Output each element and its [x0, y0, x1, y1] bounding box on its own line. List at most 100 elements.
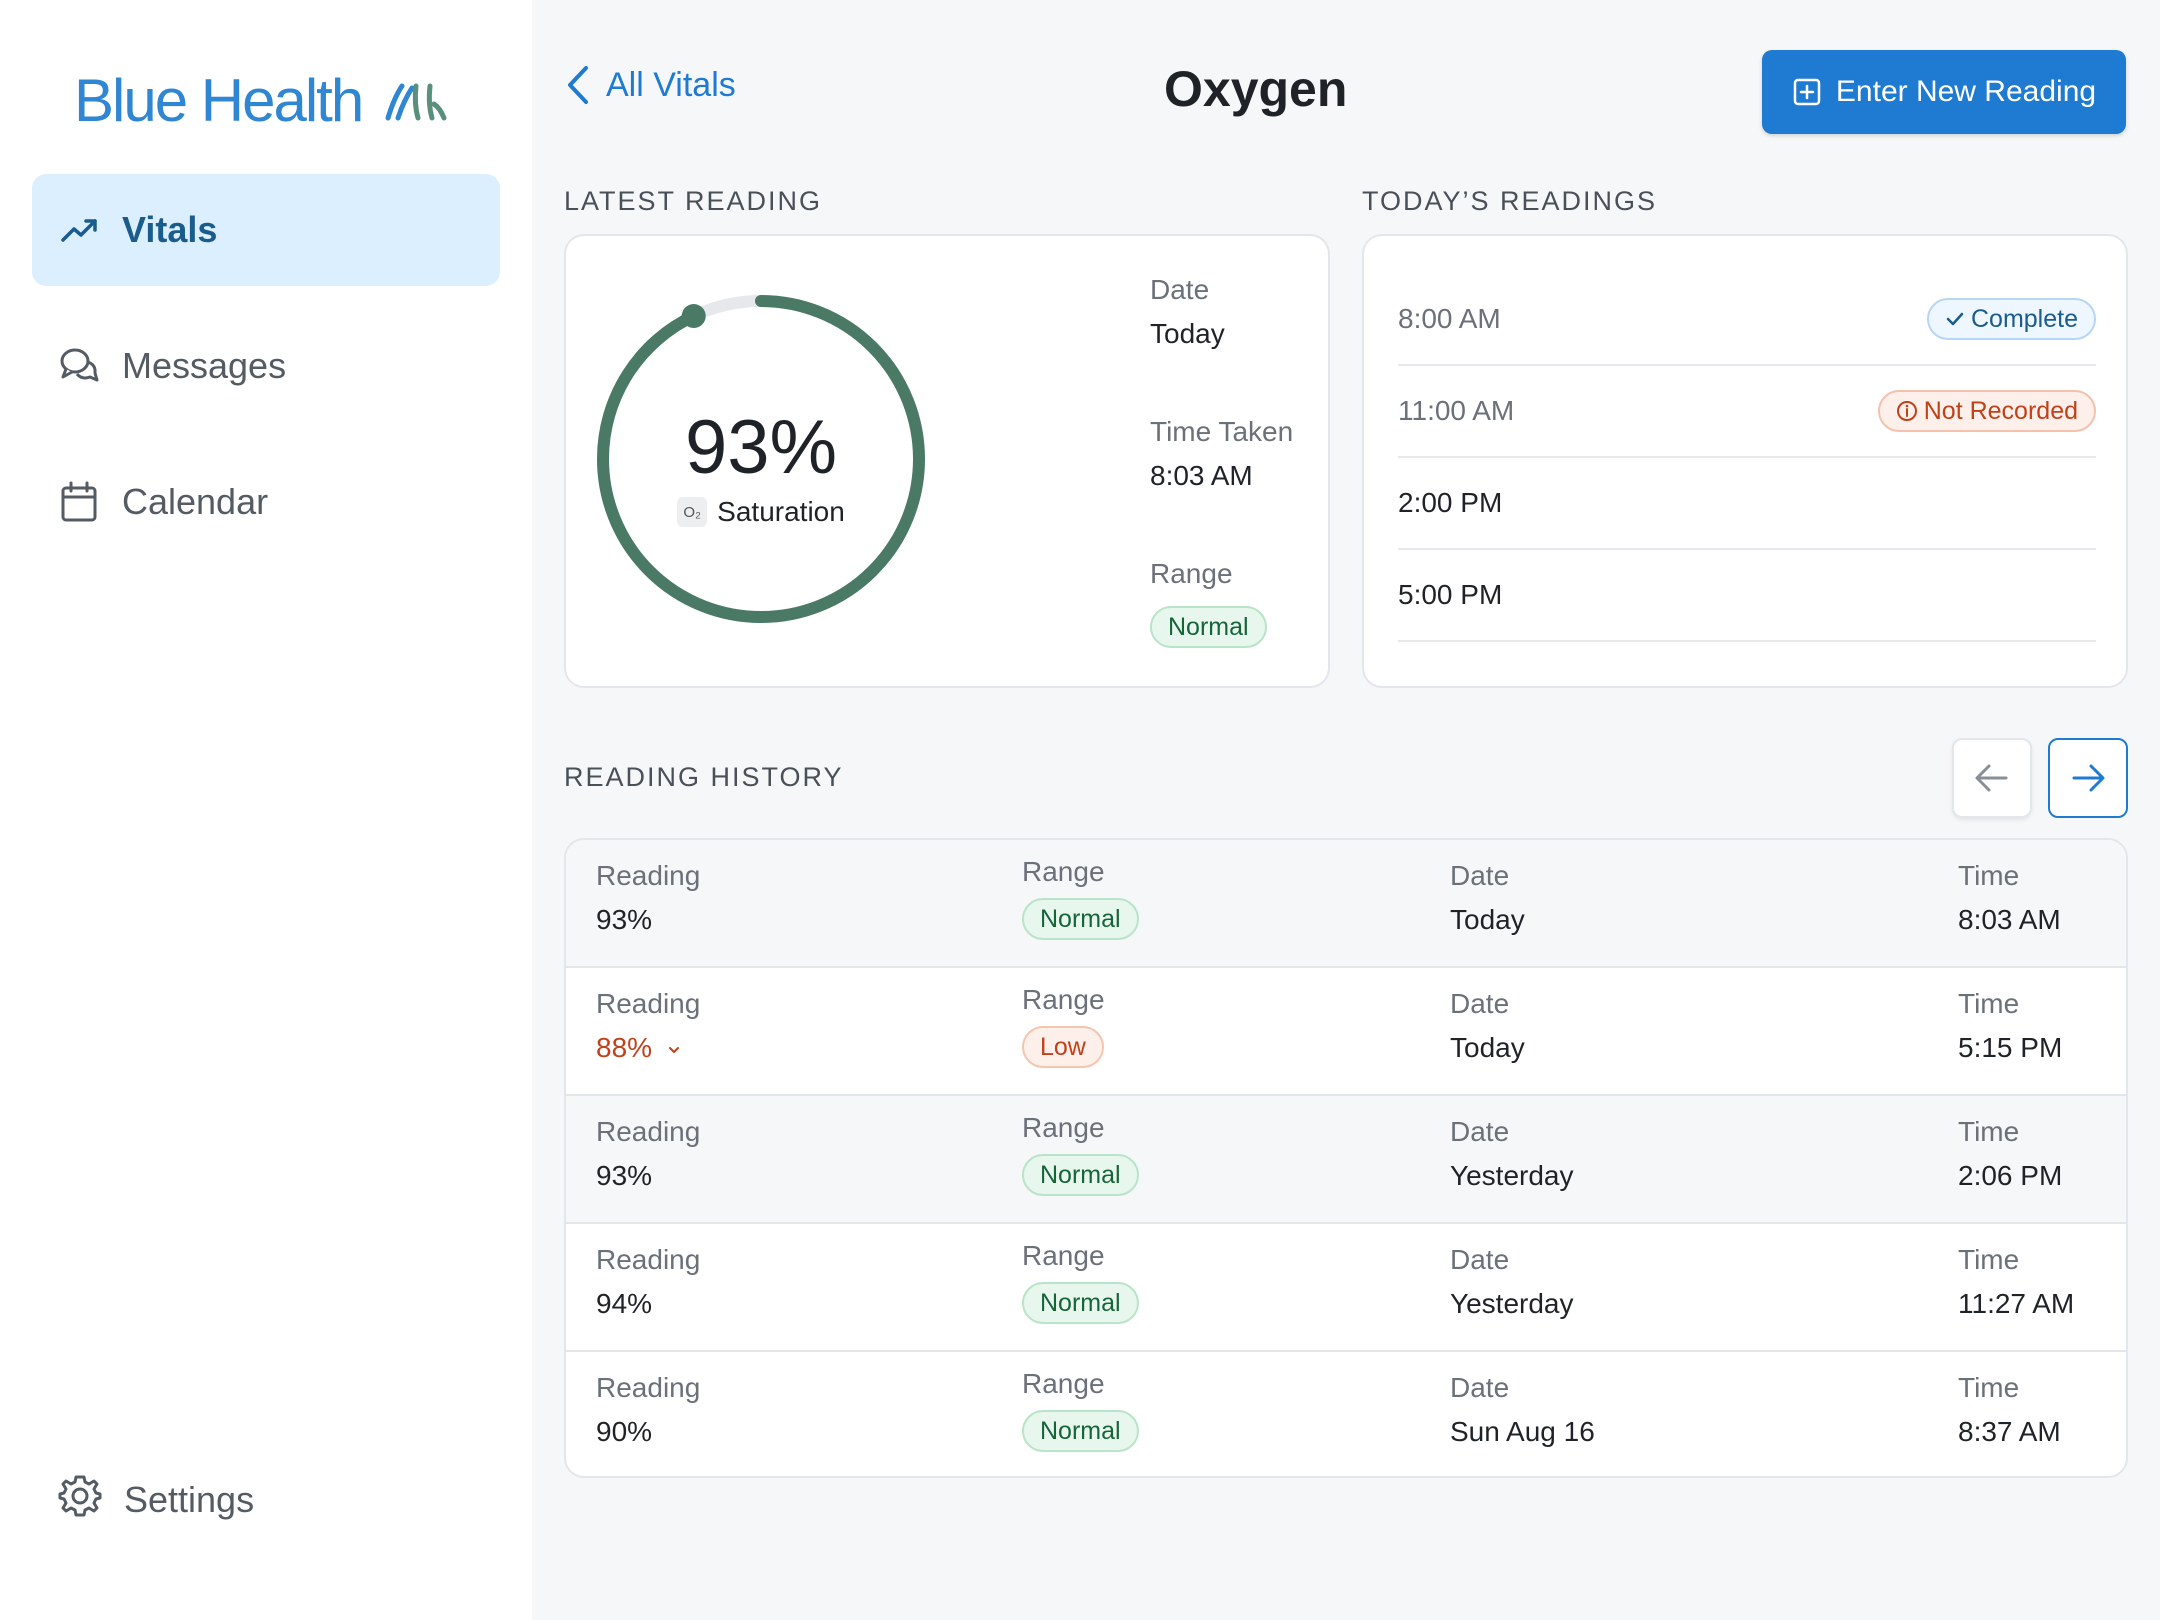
back-to-all-vitals-link[interactable]: All Vitals [564, 64, 736, 106]
range-badge: Low [1022, 1026, 1104, 1068]
range-badge: Normal [1150, 606, 1267, 648]
reading-cell: Reading 94% [596, 1244, 700, 1320]
table-row[interactable]: Reading 88% Range Low Date Today Time 5:… [566, 968, 2126, 1096]
date-label: Date [1450, 1244, 1510, 1275]
time-value: 5:15 PM [1958, 1032, 2063, 1063]
reading-value: 88% [596, 1032, 653, 1063]
time-cell: Time 5:15 PM [1958, 988, 2062, 1064]
reading-label: Reading [596, 1372, 701, 1403]
date-value: Sun Aug 16 [1450, 1416, 1595, 1447]
range-badge: Normal [1022, 1154, 1139, 1196]
date-value: Yesterday [1450, 1160, 1574, 1191]
reading-value: 93% [596, 1160, 653, 1191]
range-cell: Range Normal [1022, 1368, 1139, 1452]
reading-value: 94% [596, 1288, 653, 1319]
chevron-left-icon [568, 66, 588, 104]
range-label: Range [1022, 1368, 1105, 1399]
date-label: Date [1450, 988, 1510, 1019]
status-label: Not Recorded [1923, 396, 2078, 425]
sidebar-item-messages[interactable]: Messages [32, 310, 500, 422]
date-label: Date [1450, 1372, 1510, 1403]
settings-label: Settings [124, 1479, 255, 1520]
date-value: Today [1450, 904, 1525, 935]
reading-value: 93% [596, 904, 653, 935]
date-label: Date [1150, 274, 1210, 305]
range-badge: Normal [1022, 1410, 1139, 1452]
table-row[interactable]: Reading 94% Range Normal Date Yesterday … [566, 1224, 2126, 1352]
range-cell: Range Low [1022, 984, 1105, 1068]
list-item[interactable]: 8:00 AM Complete [1398, 274, 2096, 366]
range-cell: Range Normal [1022, 1240, 1139, 1324]
reading-cell: Reading 90% [596, 1372, 700, 1448]
time-label: Time [1958, 1116, 2020, 1147]
latest-reading-card: 93% O₂ Saturation Date Today Time Taken … [564, 234, 1330, 688]
saturation-label: Saturation [717, 496, 845, 527]
time-cell: Time 11:27 AM [1958, 1244, 2074, 1320]
time-label: Time [1958, 988, 2020, 1019]
todays-readings-heading: TODAY’S READINGS [1362, 186, 1658, 216]
gear-icon [58, 1474, 102, 1527]
saturation-gauge [597, 295, 925, 623]
brand-logo-icon [385, 83, 447, 120]
reading-time: 5:00 PM [1398, 579, 1503, 610]
date-label: Date [1450, 860, 1510, 891]
time-value: 11:27 AM [1958, 1288, 2075, 1319]
enter-new-reading-button[interactable]: Enter New Reading [1762, 50, 2126, 134]
reading-label: Reading [596, 1244, 701, 1275]
status-badge-not-recorded: Not Recorded [1877, 390, 2096, 432]
previous-page-button[interactable] [1952, 738, 2032, 818]
list-item[interactable]: 11:00 AM Not Recorded [1398, 366, 2096, 458]
reading-time: 11:00 AM [1398, 395, 1515, 426]
next-page-button[interactable] [2048, 738, 2128, 818]
chevron-down-icon [668, 1046, 679, 1053]
page-title: Oxygen [1164, 61, 1348, 117]
range-badge: Normal [1022, 1282, 1139, 1324]
sidebar-item-label: Vitals [122, 209, 218, 250]
sidebar-item-settings[interactable]: Settings [32, 1444, 500, 1556]
calendar-icon [58, 481, 100, 523]
range-cell: Range Normal [1022, 856, 1139, 940]
reading-label: Reading [596, 860, 701, 891]
time-cell: Time 8:37 AM [1958, 1372, 2061, 1448]
date-cell: Date Sun Aug 16 [1450, 1372, 1595, 1448]
brand[interactable]: Blue Health [74, 66, 448, 135]
date-value: Today [1450, 1032, 1525, 1063]
time-taken-value: 8:03 AM [1150, 460, 1253, 491]
reading-history-table: Reading 93% Range Normal Date Today Time… [564, 838, 2128, 1478]
range-label: Range [1022, 856, 1105, 887]
table-row[interactable]: Reading 90% Range Normal Date Sun Aug 16… [566, 1352, 2126, 1476]
time-label: Time [1958, 1244, 2020, 1275]
reading-cell: Reading 93% [596, 1116, 700, 1192]
date-cell: Date Yesterday [1450, 1116, 1574, 1192]
time-label: Time [1958, 1372, 2020, 1403]
range-cell: Range Normal [1022, 1112, 1139, 1196]
table-row[interactable]: Reading 93% Range Normal Date Yesterday … [566, 1096, 2126, 1224]
sidebar-item-calendar[interactable]: Calendar [32, 446, 500, 558]
arrow-left-icon [1975, 764, 2008, 792]
trending-up-icon [58, 209, 100, 251]
range-label: Range [1150, 558, 1233, 589]
range-badge-wrap: Normal [1150, 606, 1267, 648]
range-label: Range [1022, 1240, 1105, 1271]
sidebar-item-vitals[interactable]: Vitals [32, 174, 500, 286]
date-cell: Date Today [1450, 988, 1525, 1064]
reading-history-heading: READING HISTORY [564, 762, 844, 792]
date-value: Today [1150, 318, 1225, 349]
reading-label: Reading [596, 988, 701, 1019]
reading-cell: Reading 93% [596, 860, 700, 936]
list-item[interactable]: 2:00 PM [1398, 458, 2096, 550]
reading-value: 90% [596, 1416, 653, 1447]
sidebar: Blue Health Vitals Messages Calendar Set… [0, 0, 532, 1620]
back-link-label: All Vitals [606, 65, 736, 104]
info-circle-icon [1896, 401, 1917, 421]
reading-value-low: 88% [596, 1032, 700, 1064]
range-badge: Normal [1022, 898, 1139, 940]
list-item[interactable]: 5:00 PM [1398, 550, 2096, 642]
status-badge-complete: Complete [1927, 298, 2096, 340]
reading-label: Reading [596, 1116, 701, 1147]
range-label: Range [1022, 984, 1105, 1015]
sidebar-item-label: Calendar [122, 481, 269, 522]
table-row[interactable]: Reading 93% Range Normal Date Today Time… [566, 840, 2126, 968]
plus-square-icon [1793, 78, 1821, 106]
latest-reading-heading: LATEST READING [564, 186, 823, 216]
